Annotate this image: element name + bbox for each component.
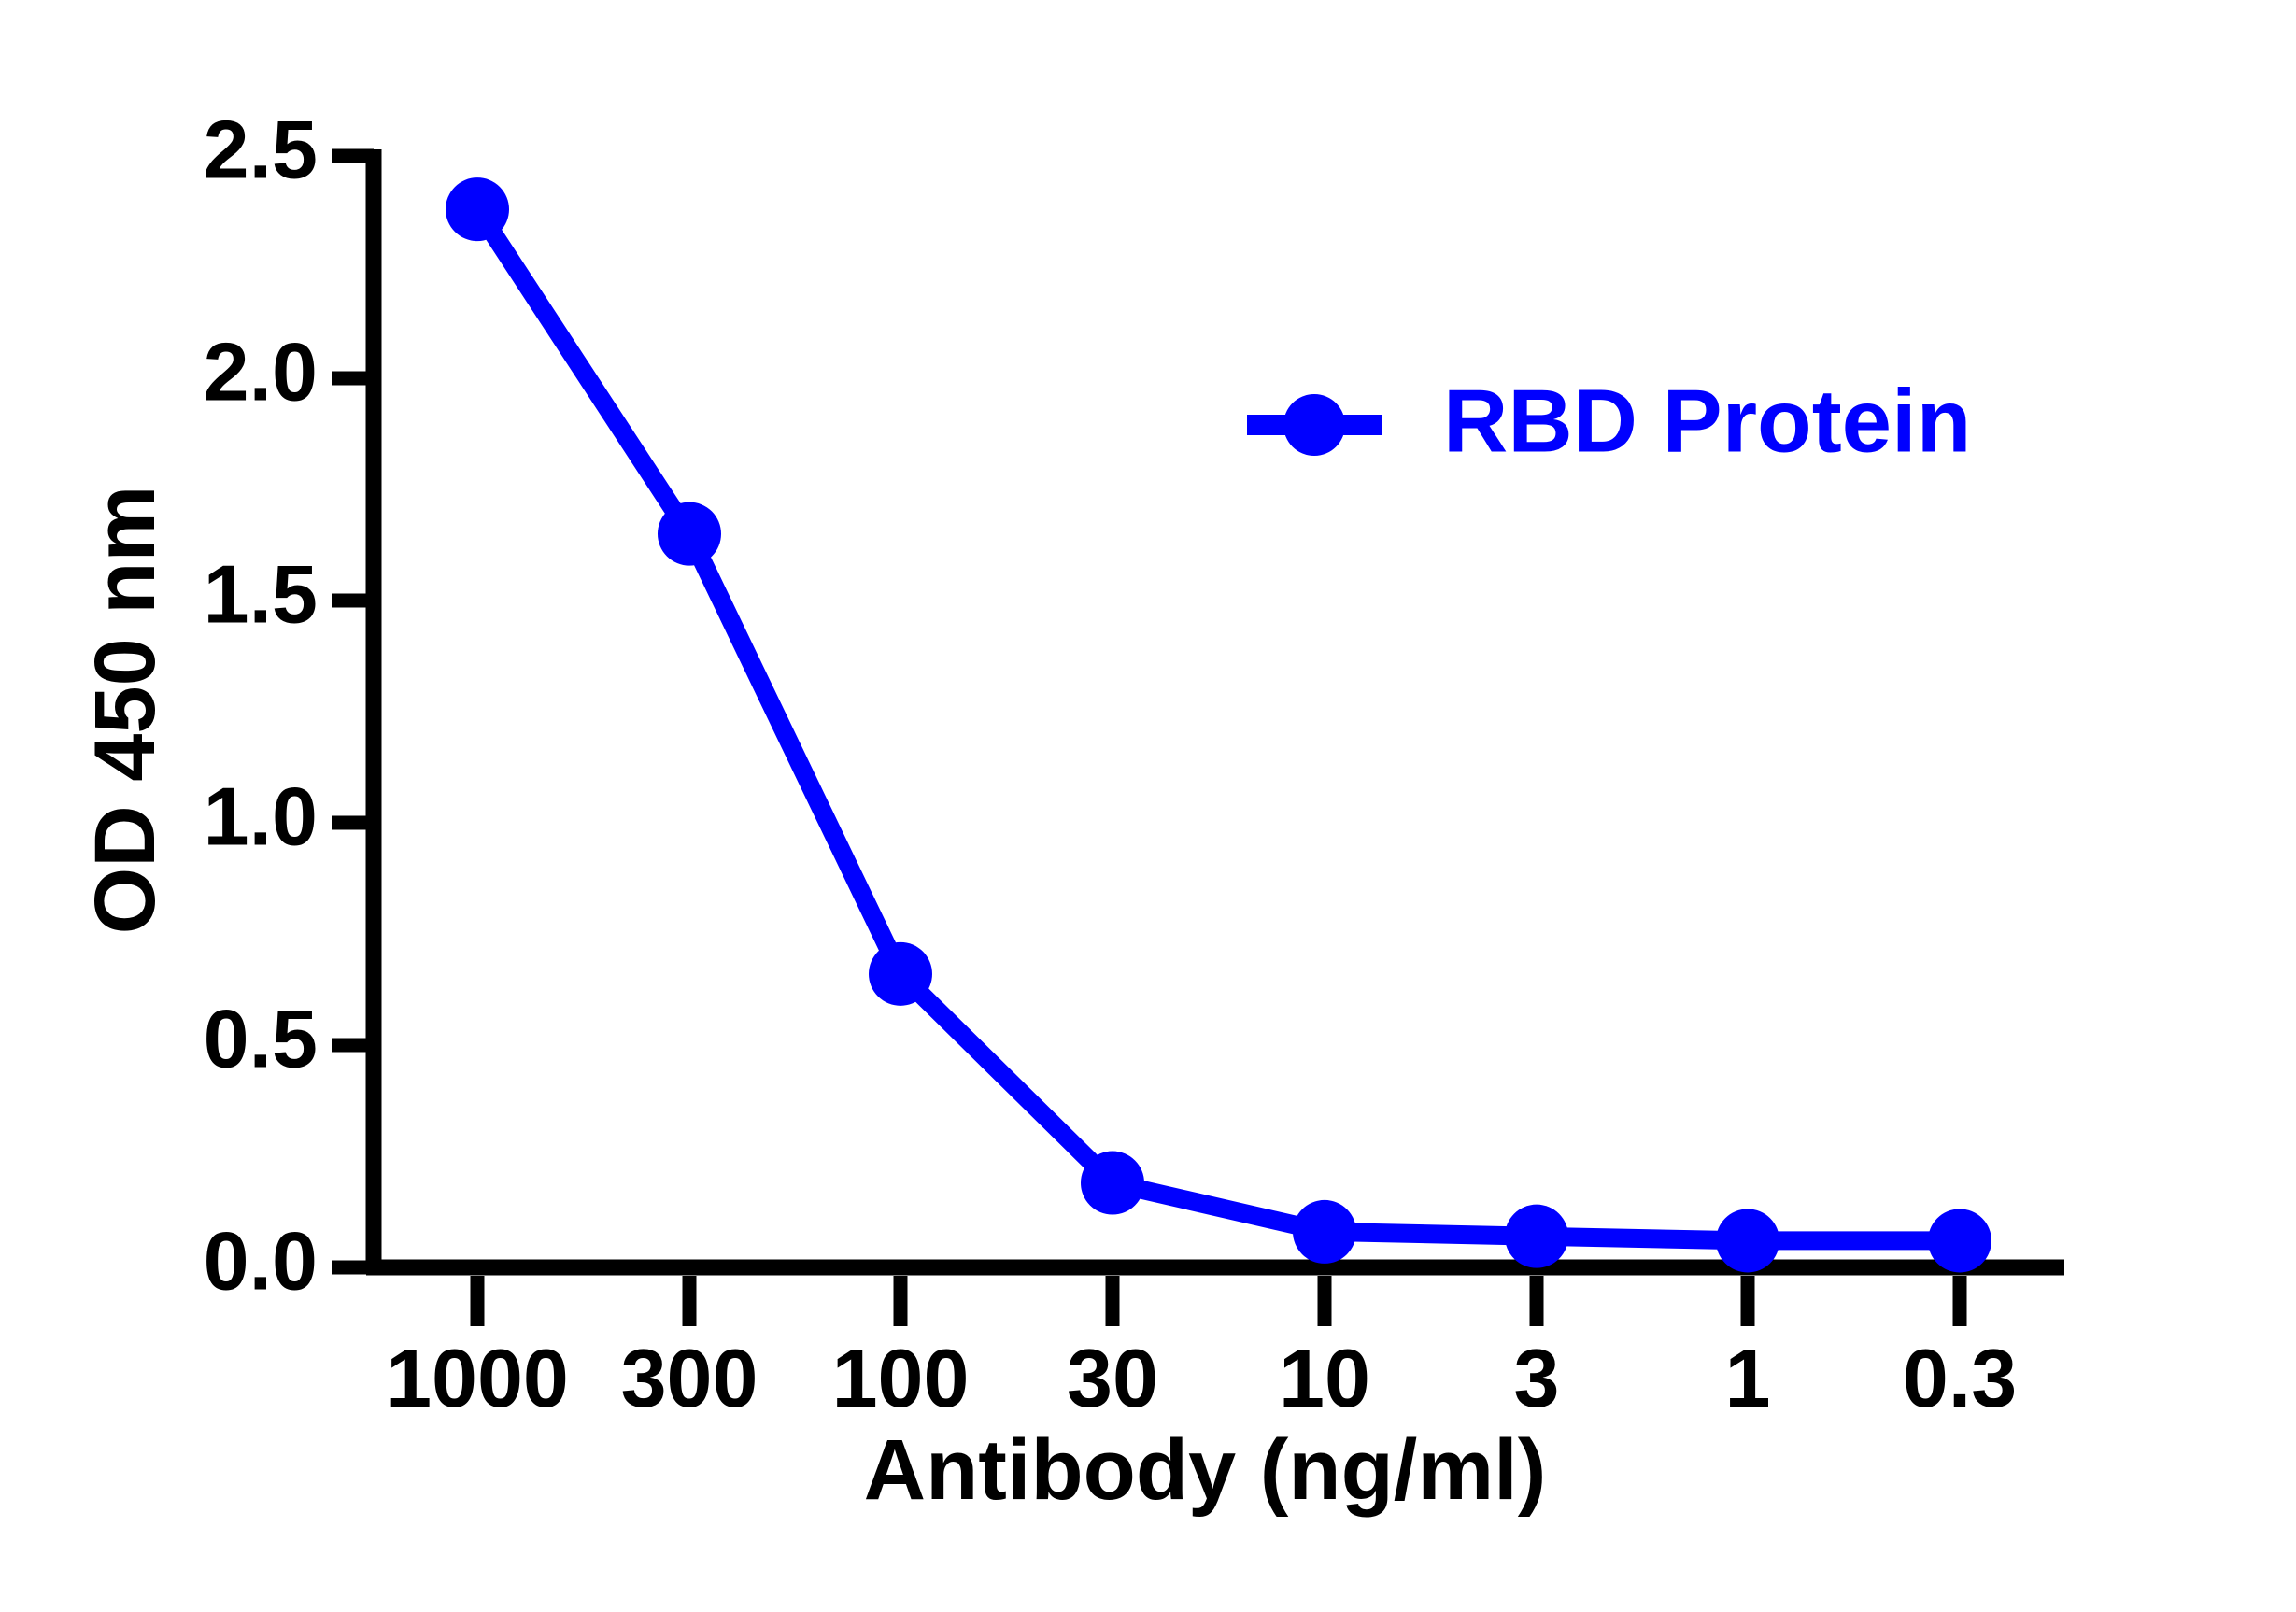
y-tick-label-2: 1.0 — [204, 770, 318, 862]
x-tick-label-4: 10 — [1279, 1332, 1370, 1424]
data-point-0.3 — [1928, 1209, 1991, 1273]
y-tick-label-1: 0.5 — [204, 992, 318, 1084]
y-axis-tick-labels: 0.0 0.5 1.0 1.5 2.0 2.5 — [204, 103, 318, 1307]
x-tick-label-1: 300 — [621, 1332, 758, 1424]
data-point-1 — [1716, 1209, 1779, 1273]
y-axis-title: OD 450 nm — [78, 486, 173, 935]
x-axis-ticks — [470, 1276, 1967, 1326]
data-point-300 — [658, 502, 721, 566]
x-tick-label-3: 30 — [1067, 1332, 1158, 1424]
axis-lines — [365, 149, 2064, 1276]
data-point-3 — [1505, 1204, 1568, 1268]
y-tick-label-5: 2.5 — [204, 103, 318, 195]
x-axis-title: Antibody (ng/ml) — [864, 1422, 1547, 1518]
y-tick-label-0: 0.0 — [204, 1214, 318, 1307]
series-markers — [446, 177, 1991, 1273]
data-point-10 — [1293, 1199, 1356, 1264]
data-point-1000 — [446, 177, 509, 242]
data-point-30 — [1081, 1151, 1144, 1215]
chart-legend: RBD Protein — [1247, 371, 1971, 471]
y-axis-ticks — [332, 148, 374, 1275]
legend-label-rbd-protein: RBD Protein — [1443, 371, 1971, 471]
x-tick-label-0: 1000 — [386, 1332, 569, 1424]
legend-marker-icon — [1283, 394, 1345, 456]
x-tick-label-5: 3 — [1514, 1332, 1560, 1424]
series-line — [468, 200, 1969, 1251]
x-tick-label-6: 1 — [1725, 1332, 1771, 1424]
y-tick-label-4: 2.0 — [204, 325, 318, 417]
data-series-rbd-protein — [446, 177, 1991, 1273]
x-tick-label-2: 100 — [832, 1332, 970, 1424]
y-tick-label-3: 1.5 — [204, 547, 318, 640]
x-axis-tick-labels: 1000 300 100 30 10 3 1 0.3 — [386, 1332, 2017, 1424]
x-tick-label-7: 0.3 — [1903, 1332, 2017, 1424]
data-point-100 — [869, 941, 932, 1006]
